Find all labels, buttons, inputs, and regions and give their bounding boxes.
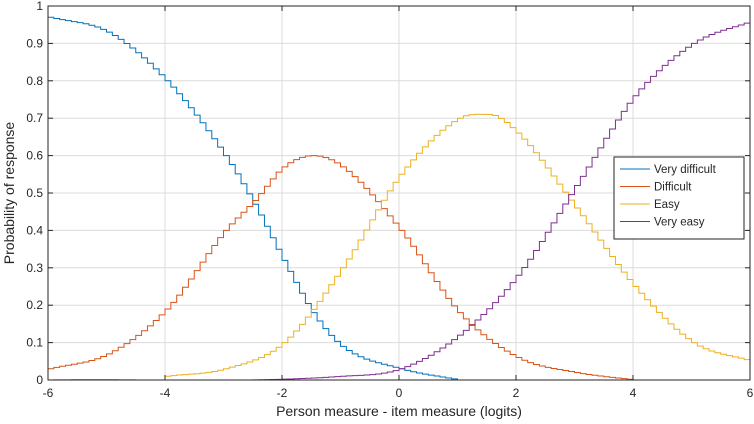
x-tick-label: -2 — [277, 386, 288, 400]
series-line — [165, 113, 751, 377]
y-tick-label: 0 — [36, 373, 43, 387]
y-tick-label: 0.8 — [26, 74, 43, 88]
axis-ticks: -6 -4 -2 0 2 4 6 0 0.1 0.2 0.3 0.4 0.5 0.6 0.7 0.8 0.9 1 — [26, 0, 753, 400]
y-tick-label: 0.7 — [26, 111, 43, 125]
legend-label: Difficult — [654, 182, 692, 194]
y-tick-label: 0.9 — [26, 36, 43, 50]
x-tick-label: -6 — [43, 386, 54, 400]
y-tick-label: 0.5 — [26, 186, 43, 200]
x-tick-label: 6 — [747, 386, 754, 400]
x-tick-label: -4 — [160, 386, 171, 400]
y-tick-label: 0.1 — [26, 336, 43, 350]
y-tick-label: 1 — [36, 0, 43, 13]
x-axis-label: Person measure - item measure (logits) — [276, 403, 522, 419]
legend-box — [613, 156, 745, 240]
x-tick-label: 0 — [396, 386, 403, 400]
legend-label: Easy — [654, 199, 680, 211]
x-tick-label: 4 — [630, 386, 637, 400]
legend-label: Very difficult — [654, 164, 717, 176]
y-tick-label: 0.3 — [26, 261, 43, 275]
series-line — [48, 155, 634, 380]
x-tick-label: 2 — [513, 386, 520, 400]
y-tick-label: 0.6 — [26, 149, 43, 163]
y-tick-label: 0.4 — [26, 223, 43, 237]
y-tick-label: 0.2 — [26, 298, 43, 312]
y-axis-label: Probability of response — [1, 122, 17, 265]
legend: Very difficult Difficult Easy Very easy — [613, 156, 745, 240]
legend-label: Very easy — [654, 217, 705, 229]
